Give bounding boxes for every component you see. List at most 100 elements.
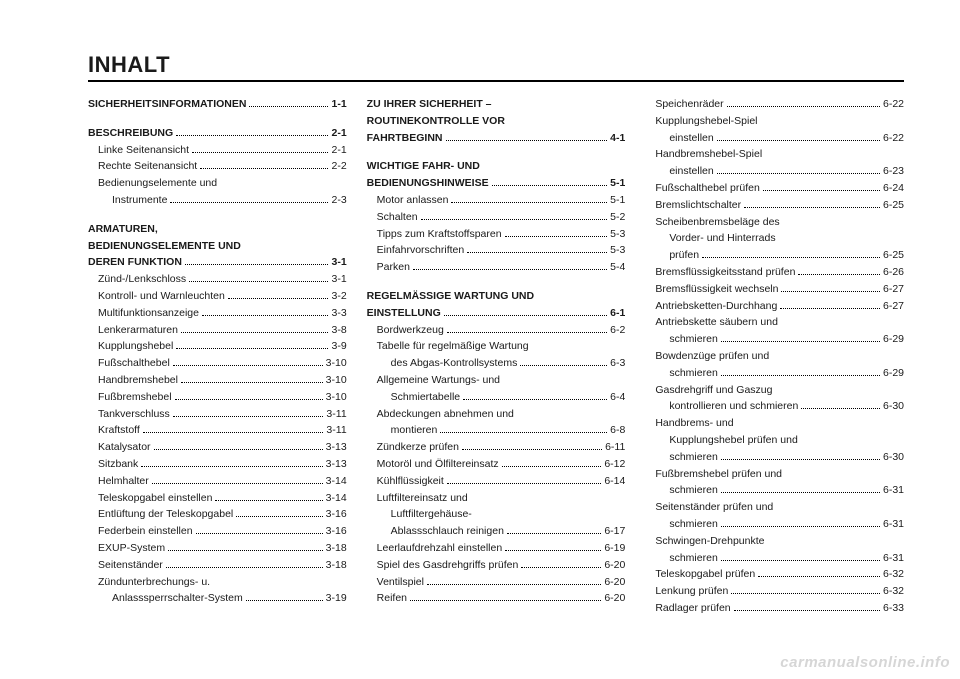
toc-label: Kupplungshebel [98, 338, 173, 355]
leader-dots [505, 228, 608, 236]
leader-dots [798, 267, 880, 275]
leader-dots [215, 492, 322, 500]
toc-label: Katalysator [98, 439, 151, 456]
toc-label: BEDIENUNGSHINWEISE [367, 175, 489, 192]
toc-label: Sitzbank [98, 456, 138, 473]
toc-entry: schmieren 6-30 [645, 449, 904, 466]
toc-entry: montieren 6-8 [367, 422, 626, 439]
leader-dots [421, 211, 608, 219]
toc-line: Handbremshebel-Spiel [645, 146, 904, 163]
toc-page: 3-13 [326, 439, 347, 456]
toc-entry: Federbein einstellen 3-16 [88, 523, 347, 540]
watermark: carmanualsonline.info [780, 654, 950, 671]
toc-label: Bremsflüssigkeitsstand prüfen [655, 264, 795, 281]
leader-dots [492, 178, 608, 186]
leader-dots [521, 559, 601, 567]
title-row: INHALT [88, 52, 904, 82]
toc-label: schmieren [669, 331, 717, 348]
manual-page: INHALT SICHERHEITSINFORMATIONEN 1-1 BESCH… [0, 0, 960, 679]
toc-entry: Bremsflüssigkeit wechseln 6-27 [645, 281, 904, 298]
toc-entry: EINSTELLUNG 6-1 [367, 305, 626, 322]
toc-label: SICHERHEITSINFORMATIONEN [88, 96, 246, 113]
toc-page: 6-25 [883, 247, 904, 264]
toc-page: 2-1 [331, 142, 346, 159]
spacer [367, 146, 626, 158]
toc-line: Fußbremshebel prüfen und [645, 466, 904, 483]
spacer [88, 209, 347, 221]
toc-label: Einfahrvorschriften [377, 242, 465, 259]
page-title: INHALT [88, 52, 904, 78]
toc-page: 3-18 [326, 540, 347, 557]
leader-dots [170, 195, 328, 203]
toc-label: BESCHREIBUNG [88, 125, 173, 142]
toc-page: 6-4 [610, 389, 625, 406]
toc-entry: Kühlflüssigkeit 6-14 [367, 473, 626, 490]
toc-entry: Bremslichtschalter 6-25 [645, 197, 904, 214]
toc-entry: Teleskopgabel prüfen 6-32 [645, 566, 904, 583]
toc-entry: Schmiertabelle 6-4 [367, 389, 626, 406]
toc-entry: Seitenständer 3-18 [88, 557, 347, 574]
toc-line: Gasdrehgriff und Gaszug [645, 382, 904, 399]
toc-page: 3-16 [326, 523, 347, 540]
toc-label: Rechte Seitenansicht [98, 158, 197, 175]
leader-dots [173, 358, 323, 366]
toc-page: 1-1 [331, 96, 346, 113]
toc-page: 2-2 [331, 158, 346, 175]
toc-page: 6-33 [883, 600, 904, 617]
toc-label: Motor anlassen [377, 192, 449, 209]
toc-label: Handbremshebel [98, 372, 178, 389]
toc-line: ARMATUREN, [88, 221, 347, 238]
leader-dots [176, 341, 328, 349]
leader-dots [702, 250, 880, 258]
toc-line: BEDIENUNGSELEMENTE UND [88, 238, 347, 255]
toc-entry: Fußbremshebel 3-10 [88, 389, 347, 406]
toc-label: Teleskopgabel prüfen [655, 566, 755, 583]
toc-page: 6-20 [604, 557, 625, 574]
toc-entry: Motor anlassen 5-1 [367, 192, 626, 209]
toc-label: Spiel des Gasdrehgriffs prüfen [377, 557, 519, 574]
toc-entry: Leerlaufdrehzahl einstellen 6-19 [367, 540, 626, 557]
toc-entry: Tankverschluss 3-11 [88, 406, 347, 423]
leader-dots [505, 543, 601, 551]
leader-dots [246, 593, 323, 601]
toc-label: EINSTELLUNG [367, 305, 441, 322]
toc-page: 6-27 [883, 298, 904, 315]
toc-page: 6-25 [883, 197, 904, 214]
toc-page: 6-30 [883, 398, 904, 415]
toc-entry: schmieren 6-29 [645, 365, 904, 382]
leader-dots [507, 526, 601, 534]
toc-page: 6-1 [610, 305, 625, 322]
toc-label: kontrollieren und schmieren [669, 398, 798, 415]
toc-entry: einstellen 6-23 [645, 163, 904, 180]
toc-label: Motoröl und Ölfiltereinsatz [377, 456, 499, 473]
leader-dots [176, 127, 328, 135]
toc-line: Luftfiltergehäuse- [367, 506, 626, 523]
toc-label: schmieren [669, 449, 717, 466]
toc-entry: schmieren 6-31 [645, 550, 904, 567]
toc-label: Kontroll- und Warnleuchten [98, 288, 225, 305]
toc-entry: schmieren 6-31 [645, 482, 904, 499]
toc-page: 5-1 [610, 175, 625, 192]
toc-entry: kontrollieren und schmieren 6-30 [645, 398, 904, 415]
toc-page: 3-11 [326, 422, 346, 439]
leader-dots [520, 358, 607, 366]
toc-entry: Kupplungshebel 3-9 [88, 338, 347, 355]
toc-page: 6-2 [610, 322, 625, 339]
toc-column: SICHERHEITSINFORMATIONEN 1-1 BESCHREIBUNG… [88, 96, 347, 617]
toc-entry: einstellen 6-22 [645, 130, 904, 147]
leader-dots [781, 283, 880, 291]
leader-dots [721, 485, 880, 493]
toc-label: Zündkerze prüfen [377, 439, 459, 456]
toc-label: Fußschalthebel prüfen [655, 180, 759, 197]
toc-entry: Lenkung prüfen 6-32 [645, 583, 904, 600]
leader-dots [801, 401, 880, 409]
leader-dots [410, 593, 601, 601]
toc-page: 6-11 [605, 439, 625, 456]
leader-dots [502, 459, 602, 467]
leader-dots [192, 144, 328, 152]
toc-page: 6-3 [610, 355, 625, 372]
toc-line: Zündunterbrechungs- u. [88, 574, 347, 591]
toc-label: des Abgas-Kontrollsystems [391, 355, 518, 372]
toc-page: 6-22 [883, 96, 904, 113]
toc-label: Zünd-/Lenkschloss [98, 271, 186, 288]
